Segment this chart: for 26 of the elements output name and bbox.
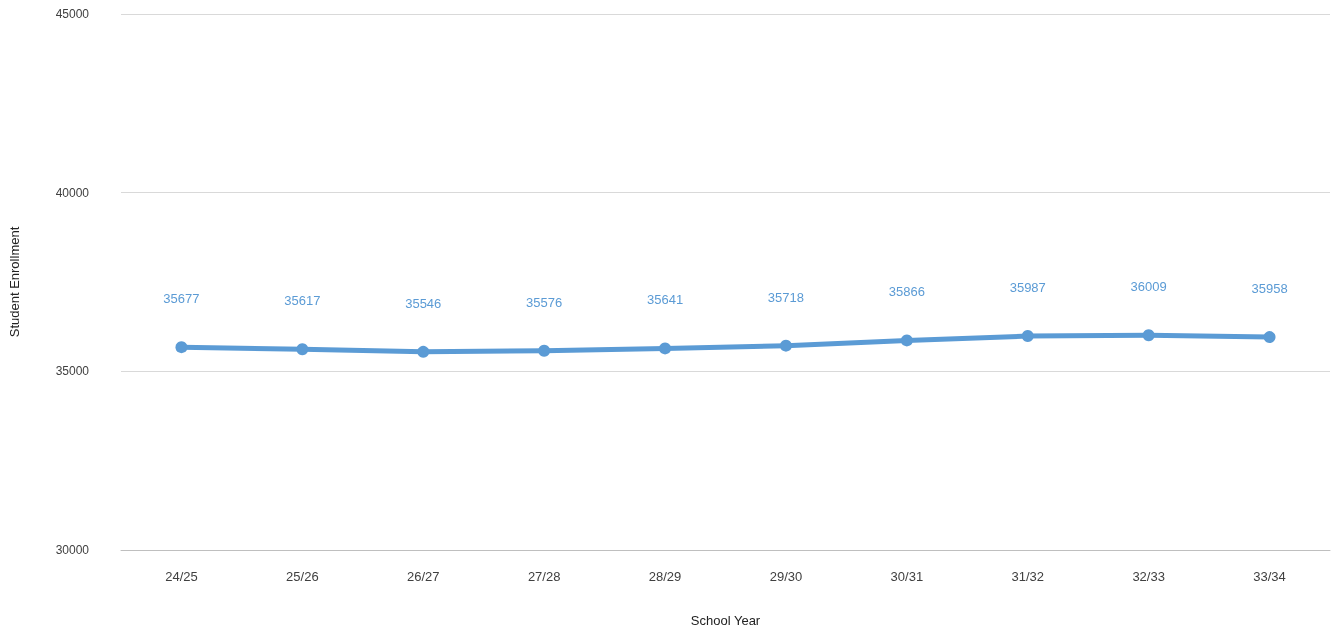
x-tick-label: 32/33 — [1132, 569, 1165, 584]
data-label: 35546 — [405, 295, 442, 311]
x-tick-label: 28/29 — [648, 569, 682, 584]
y-axis-title: Student Enrollment — [7, 226, 22, 338]
data-label: 35641 — [646, 292, 684, 308]
data-label: 35866 — [888, 284, 925, 300]
y-tick-label: 30000 — [55, 543, 90, 557]
y-tick-label: 35000 — [55, 364, 90, 379]
x-tick-label: 30/31 — [890, 569, 924, 584]
data-label: 35677 — [163, 291, 200, 307]
x-tick-label: 31/32 — [1011, 569, 1045, 584]
data-label: 35617 — [284, 293, 321, 309]
data-label: 36009 — [1130, 279, 1167, 295]
x-tick-label: 26/27 — [406, 569, 440, 584]
x-tick-label: 33/34 — [1253, 569, 1286, 584]
x-tick-label: 25/26 — [286, 569, 319, 584]
x-axis-title: School Year — [690, 613, 761, 628]
x-tick-label: 29/30 — [769, 569, 803, 584]
y-tick-label: 45000 — [55, 7, 90, 21]
y-tick-label: 40000 — [55, 185, 90, 200]
x-tick-label: 24/25 — [165, 569, 198, 584]
data-label: 35958 — [1251, 281, 1288, 297]
data-label: 35987 — [1009, 280, 1046, 296]
data-label: 35718 — [767, 289, 805, 305]
data-label: 35576 — [526, 294, 563, 310]
x-tick-label: 27/28 — [527, 569, 561, 584]
